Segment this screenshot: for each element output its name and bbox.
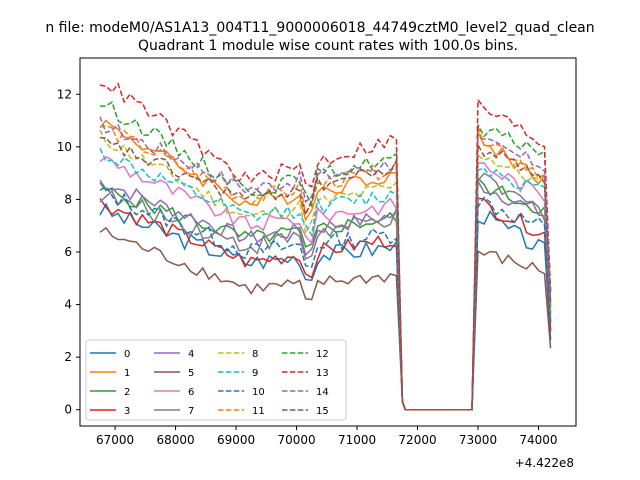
series-line-8 xyxy=(99,129,552,411)
y-tick-label: 2 xyxy=(64,350,72,364)
legend-label-11: 11 xyxy=(252,406,265,417)
legend-label-1: 1 xyxy=(124,368,130,379)
y-tick-label: 12 xyxy=(57,87,72,101)
x-tick-label: 67000 xyxy=(96,433,134,447)
x-axis: 67000 68000 69000 70000 71000 72000 73000 74000 xyxy=(96,426,558,447)
legend-label-2: 2 xyxy=(124,387,130,398)
y-tick-label: 0 xyxy=(64,403,72,417)
series-line-11 xyxy=(99,125,552,411)
legend-label-15: 15 xyxy=(316,406,329,417)
legend-label-8: 8 xyxy=(252,349,258,360)
x-tick-label: 72000 xyxy=(398,433,436,447)
plot-frame xyxy=(79,57,577,427)
y-tick-label: 8 xyxy=(64,192,72,206)
legend-label-3: 3 xyxy=(124,406,130,417)
legend-label-6: 6 xyxy=(188,387,194,398)
legend-label-5: 5 xyxy=(188,368,194,379)
y-tick-label: 6 xyxy=(64,245,72,259)
legend-label-12: 12 xyxy=(316,349,329,360)
legend-label-9: 9 xyxy=(252,368,258,379)
plot-lines xyxy=(99,82,552,411)
y-tick-label: 10 xyxy=(57,140,72,154)
series-line-15 xyxy=(99,136,552,411)
legend-label-14: 14 xyxy=(316,387,329,398)
legend-label-7: 7 xyxy=(188,406,194,417)
x-tick-label: 70000 xyxy=(277,433,315,447)
y-tick-label: 4 xyxy=(64,298,72,312)
legend-label-0: 0 xyxy=(124,349,130,360)
x-tick-label: 69000 xyxy=(217,433,255,447)
chart-suptitle: n file: modeM0/AS1A13_004T11_9000006018_… xyxy=(45,20,594,36)
x-tick-label: 71000 xyxy=(338,433,376,447)
chart-title: Quadrant 1 module wise count rates with … xyxy=(138,38,518,54)
legend-label-4: 4 xyxy=(188,349,194,360)
legend-label-13: 13 xyxy=(316,368,329,379)
legend-box xyxy=(85,339,347,421)
series-line-9 xyxy=(99,147,552,411)
x-tick-label: 73000 xyxy=(459,433,497,447)
x-axis-offset-label: +4.422e8 xyxy=(515,456,574,470)
x-tick-label: 74000 xyxy=(519,433,557,447)
legend-label-10: 10 xyxy=(252,387,265,398)
x-tick-label: 68000 xyxy=(156,433,194,447)
y-axis: 0 2 4 6 8 10 12 xyxy=(57,87,80,417)
